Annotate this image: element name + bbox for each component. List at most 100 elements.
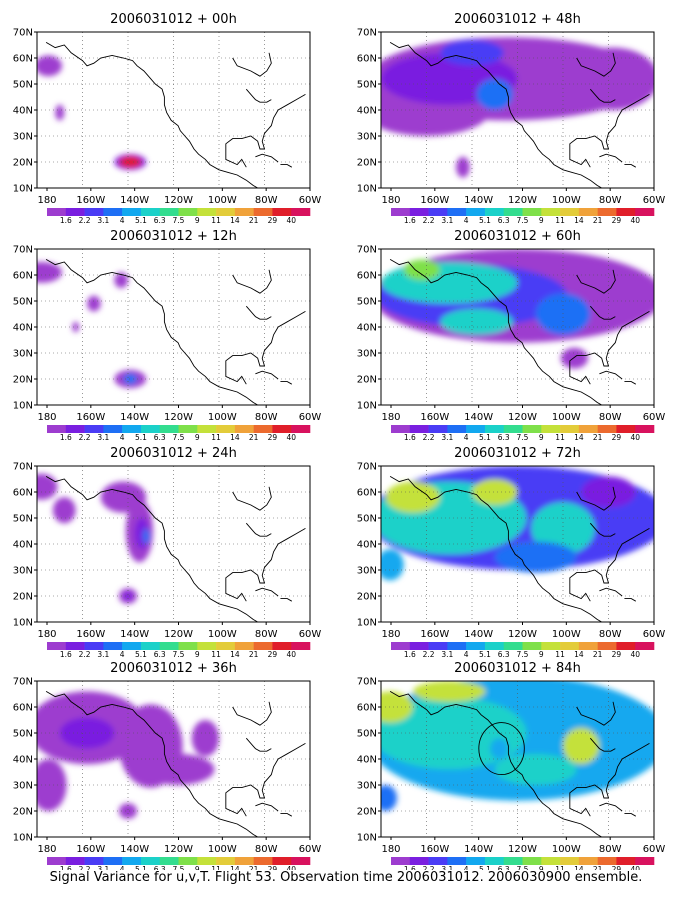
x-tick-label: 80W [255,629,278,640]
colorbar-swatch [522,642,542,650]
x-tick-label: 120W [508,629,537,640]
x-tick-label: 160W [420,195,449,206]
variance-region [381,691,413,723]
colorbar-label: 29 [268,433,278,442]
colorbar-swatch [291,857,311,865]
colorbar-swatch [541,425,561,433]
coastline [569,311,650,385]
colorbar-swatch [197,208,217,216]
colorbar-swatch [409,642,429,650]
colorbar-label: 11 [555,216,565,225]
coastline [569,94,650,168]
coastline [245,305,272,320]
x-tick-label: 100W [208,412,237,423]
coastline [255,153,279,163]
colorbar: 1.6 2.2 3.1 4 5.1 6.3 7.5 9 11 14 21 29 40 [391,857,655,870]
y-tick-label: 60N [357,271,377,282]
colorbar-label: 3.1 [441,650,453,659]
colorbar-swatch [522,857,542,865]
colorbar-label: 3.1 [441,216,453,225]
colorbar-swatch [578,642,598,650]
x-tick-label: 160W [76,844,105,855]
colorbar-label: 1.6 [404,865,416,870]
colorbar-swatch [466,208,486,216]
colorbar-label: 5.1 [479,216,491,225]
colorbar-swatch [197,425,217,433]
coastlines [389,476,650,622]
colorbar-swatch [47,857,67,865]
colorbar-swatch [597,642,617,650]
coastline [280,164,293,168]
x-tick-label: 180 [37,412,56,423]
x-tick-label: 80W [599,629,622,640]
colorbar-swatch [159,425,179,433]
colorbar-swatch [216,857,236,865]
coastline [280,598,293,602]
x-tick-label: 100W [552,195,581,206]
y-tick-label: 70N [357,28,377,39]
colorbar-label: 4 [464,650,469,659]
colorbar-label: 5.1 [479,433,491,442]
colorbar-label: 2.2 [79,650,91,659]
x-tick-label: 160W [420,412,449,423]
colorbar-swatch [291,425,311,433]
variance-region [381,262,518,304]
y-tick-label: 70N [13,245,33,256]
colorbar-swatch [541,208,561,216]
x-tick-label: 100W [208,195,237,206]
colorbar-swatch [447,642,467,650]
x-tick-label: 180 [381,412,400,423]
coastlines [45,476,306,622]
coastline [232,52,272,77]
colorbar-label: 9 [195,650,200,659]
colorbar-label: 40 [286,650,296,659]
colorbar-label: 7.5 [517,433,529,442]
colorbar-swatch [178,208,198,216]
y-tick-label: 50N [13,297,33,308]
x-tick-label: 140W [464,844,493,855]
colorbar-label: 14 [230,433,240,442]
y-tick-label: 40N [357,755,377,766]
colorbar-label: 6.3 [498,650,510,659]
colorbar-label: 21 [593,650,603,659]
colorbar-label: 21 [593,865,603,870]
colorbar-swatch [197,642,217,650]
panel-5: 2006031012 + 60h 10N 20N 30N 40N 50N 60N 70N 180… [357,229,666,442]
y-tick-label: 50N [357,297,377,308]
colorbar-label: 14 [574,216,584,225]
colorbar-swatch [391,425,411,433]
colorbar-swatch [140,208,161,216]
variance-region [494,541,577,573]
coastline [389,691,602,837]
coastline [576,269,616,294]
coastline [624,164,637,168]
colorbar-swatch [84,208,104,216]
y-tick-label: 70N [13,677,33,688]
colorbar-label: 4 [464,865,469,870]
x-tick-label: 120W [164,844,193,855]
x-tick-label: 100W [208,844,237,855]
colorbar-swatch [466,425,486,433]
panel-title: 2006031012 + 60h [454,229,581,244]
y-tick-label: 50N [357,514,377,525]
colorbar-label: 6.3 [498,865,510,870]
variance-region [142,528,150,544]
x-tick-label: 60W [299,195,322,206]
colorbar-label: 2.2 [79,433,91,442]
colorbar-label: 4 [120,433,125,442]
x-tick-label: 180 [37,629,56,640]
colorbar-swatch [272,642,292,650]
colorbar-label: 2.2 [423,433,435,442]
coastline [599,370,623,380]
colorbar-swatch [234,208,254,216]
x-tick-label: 100W [552,412,581,423]
coastline [589,737,616,752]
coastline [589,88,616,103]
colorbar-label: 9 [539,865,544,870]
coastline [280,813,293,817]
x-tick-label: 80W [599,195,622,206]
colorbar-swatch [47,208,67,216]
colorbar-label: 5.1 [135,216,147,225]
colorbar-swatch [635,642,655,650]
colorbar-swatch [503,642,523,650]
